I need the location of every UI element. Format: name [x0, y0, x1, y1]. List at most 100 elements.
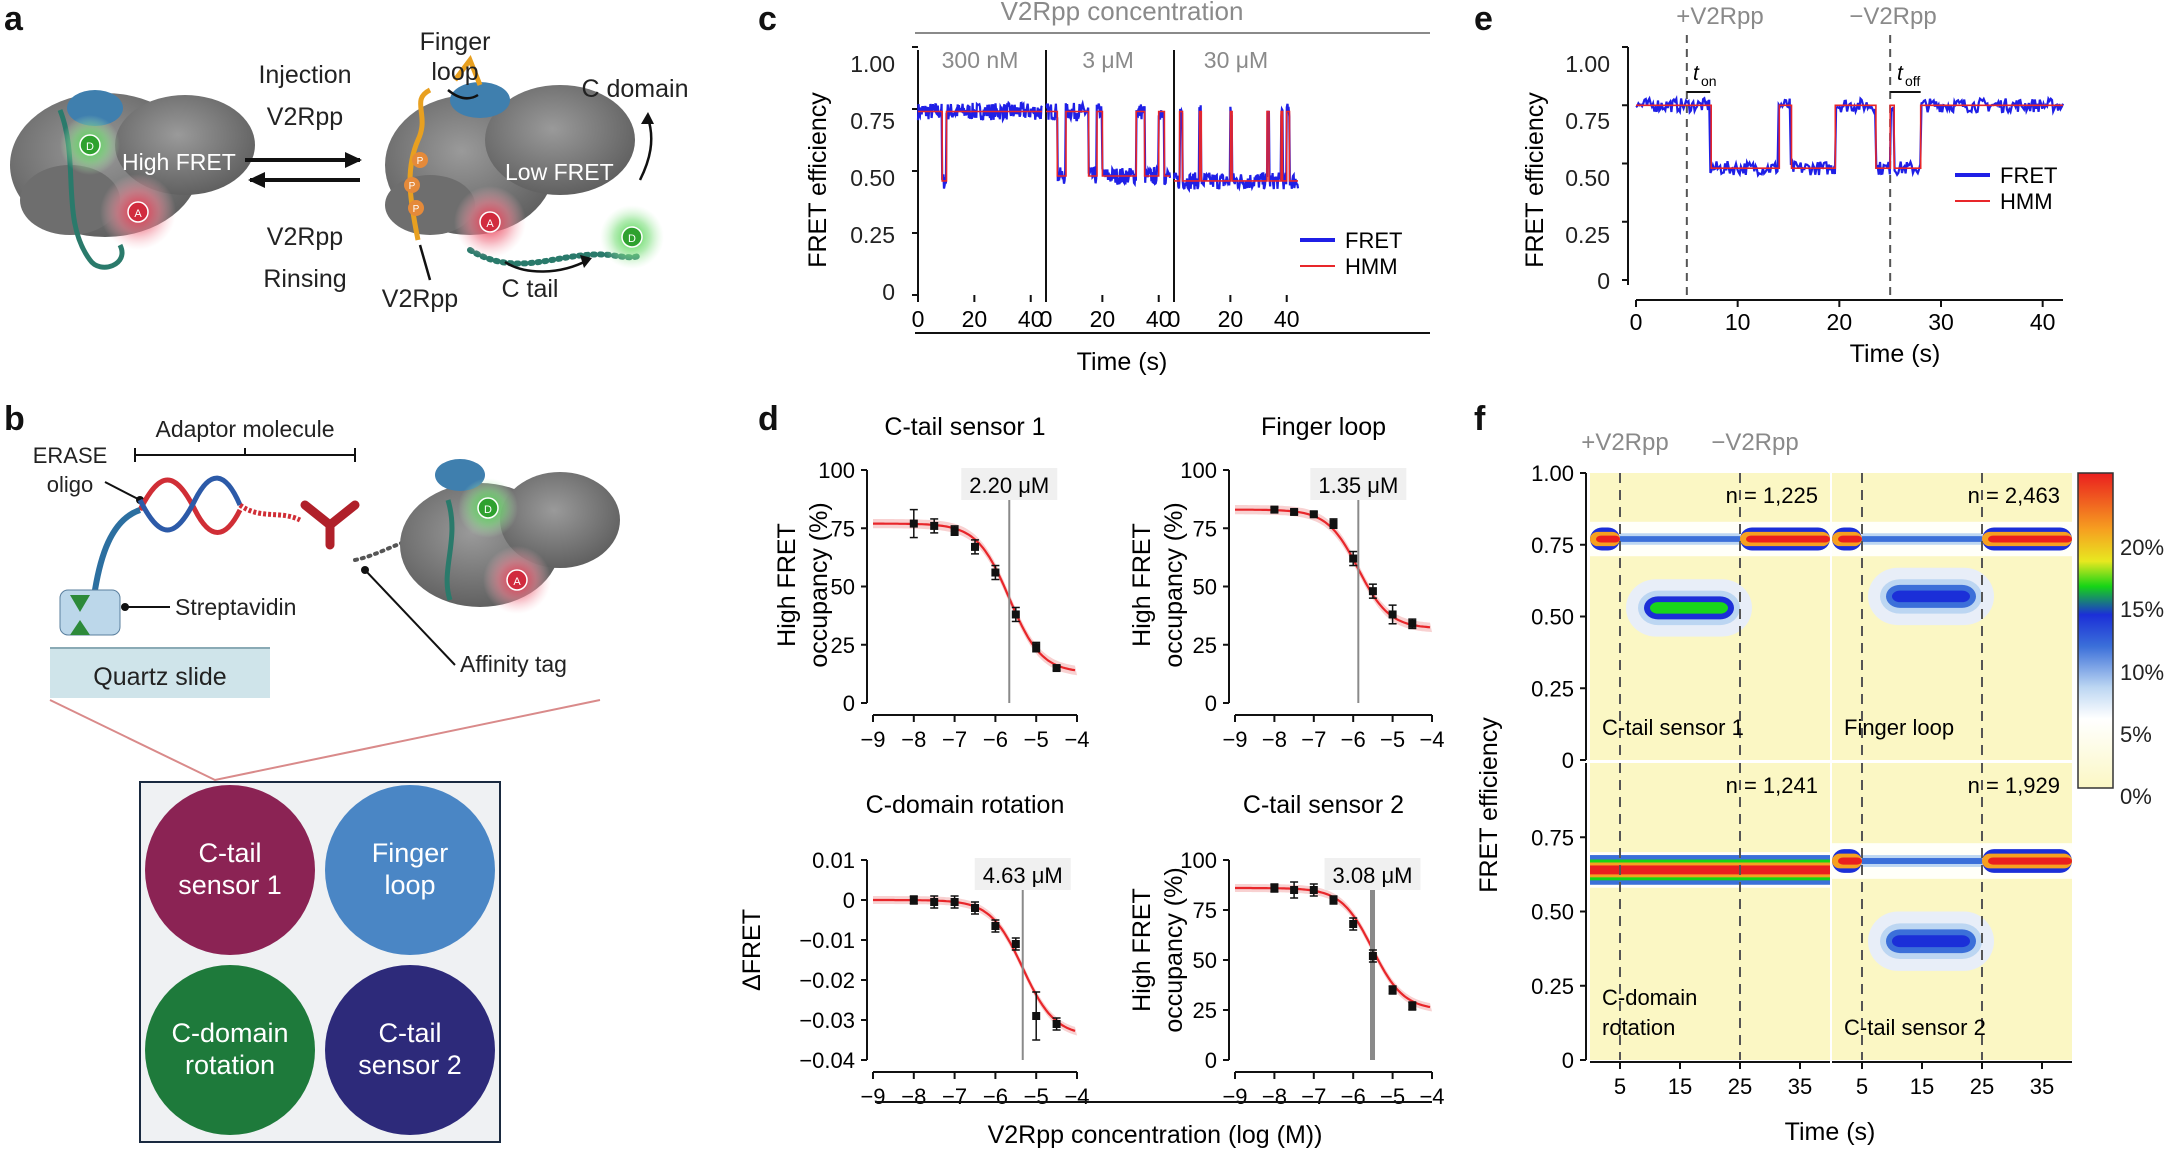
- d-data-point: [930, 521, 939, 530]
- e-legend-hmm: HMM: [2000, 189, 2053, 214]
- d-xtick-label: −8: [1262, 727, 1287, 752]
- d-xtick-label: −5: [1380, 727, 1405, 752]
- d-data-point: [1368, 587, 1377, 596]
- d-ec50-box: [961, 468, 1058, 500]
- d-xtick-label: −6: [983, 727, 1008, 752]
- d-data-point: [1408, 619, 1417, 628]
- d-plot-2: C-domain rotation 0.01 0 −0.01 −0.02 −0.03 −0.…: [738, 791, 1090, 1109]
- f-name-label: C-tail sensor 2: [1844, 1015, 1986, 1040]
- d-xtick-label: −4: [1064, 727, 1089, 752]
- d-data-point: [1349, 554, 1358, 563]
- e-xtick-label: 10: [1725, 309, 1751, 335]
- d-data-point: [1270, 505, 1279, 514]
- e-plot-area: 0 10 20 30 40: [1622, 35, 2065, 335]
- donor-label-right: D: [628, 233, 636, 245]
- f-n-label: n = 1,225: [1726, 483, 1818, 508]
- f-residual-core: [1862, 536, 1982, 542]
- c-legend: FRET HMM: [1300, 228, 1402, 279]
- f-xtick-label: 35: [1788, 1074, 1812, 1099]
- panel-label-d: d: [758, 400, 779, 438]
- e-legend-fret: FRET: [2000, 163, 2057, 188]
- c-hmm-trace: [1046, 110, 1170, 177]
- circle2-line1: Finger: [372, 838, 449, 868]
- f-ytick-label: 0: [1562, 1048, 1574, 1073]
- f-heatmap-bg: [1590, 763, 1830, 1060]
- e-xlabel: Time (s): [1850, 340, 1941, 368]
- d-data-point: [1388, 986, 1397, 994]
- d-ylabel: High FRET occupancy (%): [773, 502, 833, 667]
- c-legend-fret: FRET: [1345, 228, 1402, 253]
- d-data-point: [991, 922, 1000, 930]
- c-domain-label: C domain: [582, 75, 689, 103]
- c-ytick-3: 0.25: [850, 222, 895, 248]
- c-subpanels: 300 nM 0 20 40 3 μM 0 20 40 30 μM 0 20 40: [912, 46, 1300, 332]
- e-ton-annotation: t on t off: [1693, 62, 1920, 89]
- panel-a-schematic: D A High FRET Injection V2Rpp V2Rpp Rins…: [10, 28, 689, 313]
- f-ytick-label: 0.50: [1531, 900, 1574, 925]
- d-ytick-label: 100: [818, 458, 855, 483]
- circle3-line1: C-domain: [171, 1018, 288, 1048]
- circle-c-tail-sensor-1: [145, 785, 315, 955]
- d-ytick-label: 50: [1193, 948, 1217, 973]
- e-ytick-1: 0.75: [1565, 108, 1610, 134]
- d-xtick-label: −6: [1341, 727, 1366, 752]
- d-ec50-box: [1310, 468, 1407, 500]
- f-heatmap-2: n = 1,241 C-domain rotation 0.75 0.50 0.25 0 5 1…: [1531, 763, 1830, 1099]
- injection-label: Injection: [258, 61, 351, 89]
- f-residual-core: [1620, 536, 1740, 542]
- d-xtick-label: −9: [860, 727, 885, 752]
- e-ylabel: FRET efficiency: [1521, 92, 1549, 268]
- f-n-label: n = 1,929: [1968, 773, 2060, 798]
- d-data-point: [1032, 1012, 1041, 1020]
- d-plot-title: C-domain rotation: [866, 791, 1065, 819]
- f-heatmap-0: n = 1,225 C-tail sensor 1 1.00 0.75 0.50 0.25…: [1531, 461, 1830, 773]
- d-plot-0: C-tail sensor 1 100 75 50 25 0−9 −8 −7 −6 −5 −4 Hig…: [773, 413, 1090, 752]
- d-plot-1: Finger loop 100 75 50 25 0−9 −8 −7 −6 −5 −4 High FR…: [1128, 413, 1445, 752]
- streptavidin-block: [59, 589, 121, 636]
- d-data-point: [971, 542, 979, 551]
- c-subpanel-0: 300 nM 0 20 40: [912, 46, 1044, 332]
- d-xtick-label: −9: [1222, 727, 1247, 752]
- e-plus-v2rpp: +V2Rpp: [1676, 3, 1763, 30]
- d-xtick-label: −7: [1301, 1084, 1326, 1109]
- low-fret-label: Low FRET: [505, 159, 614, 185]
- c-ytick-1: 0.75: [850, 108, 895, 134]
- e-minus-v2rpp: −V2Rpp: [1849, 3, 1936, 30]
- d-fit-curve: [873, 522, 1076, 672]
- e-hmm-trace: [1636, 104, 2063, 169]
- e-on-sub: on: [1701, 73, 1717, 89]
- c-xtick-label: 40: [1146, 306, 1172, 332]
- adaptor-label: Adaptor molecule: [156, 416, 335, 442]
- c-xtick-label: 20: [1090, 306, 1116, 332]
- d-xtick-label: −5: [1024, 727, 1049, 752]
- d-xtick-label: −8: [901, 727, 926, 752]
- affinity-label: Affinity tag: [460, 651, 567, 677]
- d-ytick-label: 0: [843, 888, 855, 913]
- d-data-point: [1011, 940, 1020, 948]
- f-cbar-20: 20%: [2120, 535, 2164, 560]
- d-ytick-label: 25: [1193, 633, 1217, 658]
- d-ec50-box: [974, 858, 1071, 890]
- d-data-point: [1368, 952, 1377, 960]
- d-fit-band: [1235, 884, 1432, 1012]
- c-ylabel: FRET efficiency: [804, 92, 832, 268]
- panel-label-e: e: [1474, 0, 1493, 38]
- d-data-point: [1011, 610, 1020, 619]
- c-hmm-trace: [1174, 110, 1298, 182]
- d-xlabel: V2Rpp concentration (log (M)): [988, 1121, 1323, 1149]
- c-ytick-4: 0: [882, 279, 895, 305]
- f-cbar-15: 15%: [2120, 597, 2164, 622]
- oligo-label: oligo: [47, 472, 93, 497]
- circle4-line1: C-tail: [378, 1018, 441, 1048]
- d-xtick-label: −6: [983, 1084, 1008, 1109]
- d-fit-band: [873, 896, 1077, 1036]
- d-data-point: [1329, 519, 1338, 528]
- f-name-label: C-domain: [1602, 985, 1697, 1010]
- f-band-core: [1746, 535, 1830, 543]
- v2rpp-molecule-label: V2Rpp: [382, 285, 458, 313]
- v2rpp-rinse-label: V2Rpp: [267, 223, 343, 251]
- d-xtick-label: −6: [1341, 1084, 1366, 1109]
- phospho-label-3: P: [413, 204, 420, 215]
